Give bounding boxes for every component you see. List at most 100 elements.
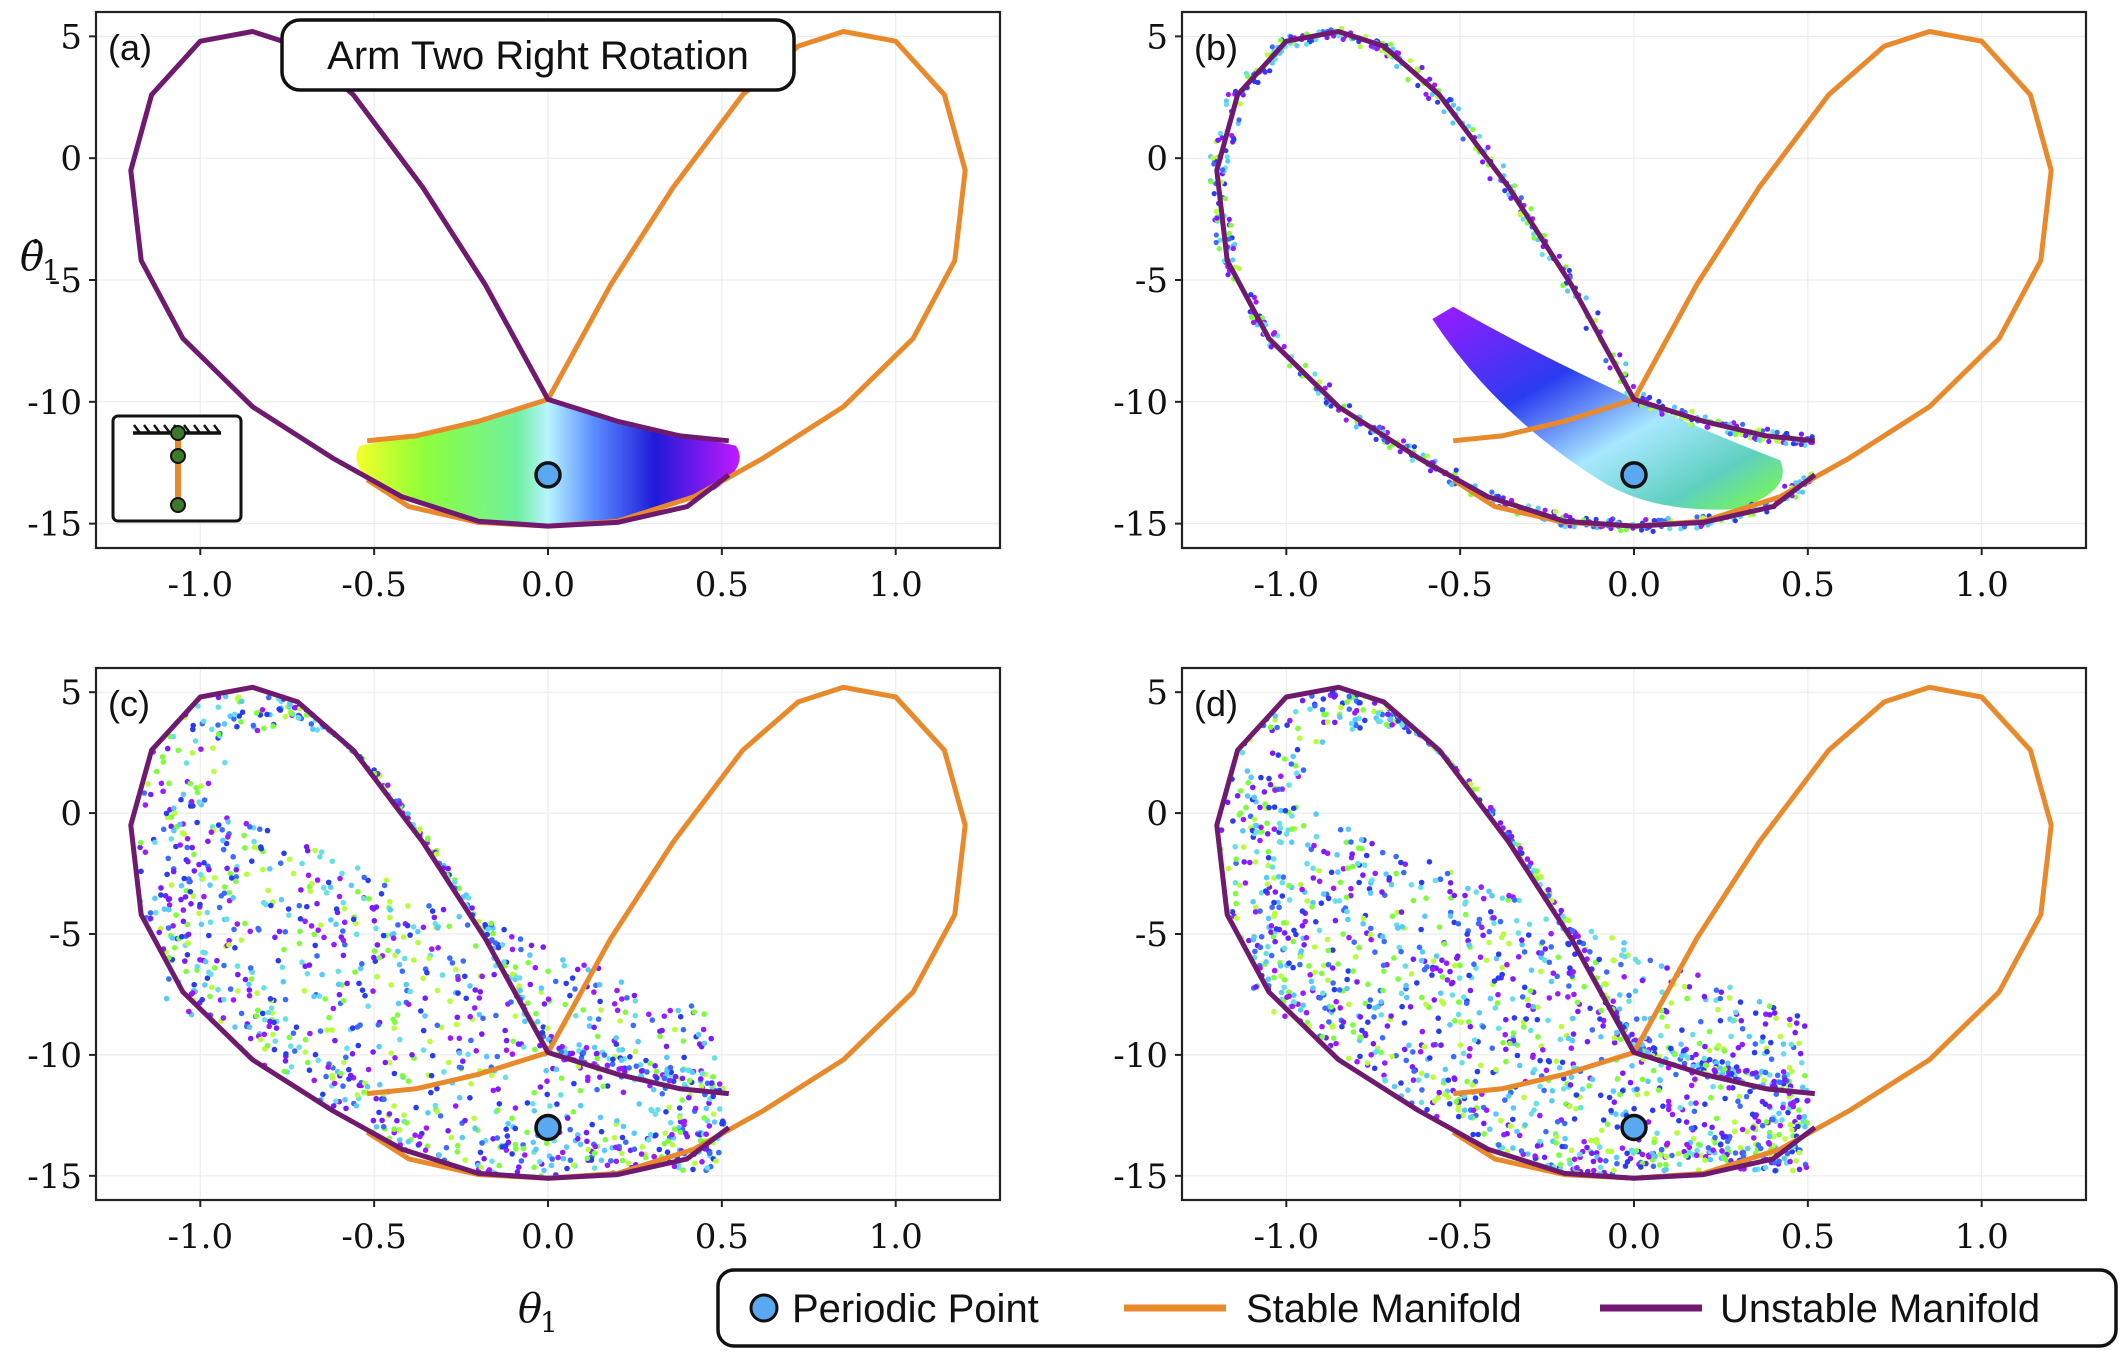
cloud-point <box>1368 1052 1374 1058</box>
cloud-point <box>1800 489 1806 495</box>
cloud-point <box>1312 703 1318 709</box>
cloud-point <box>1338 704 1344 710</box>
cloud-point <box>1690 1135 1697 1142</box>
cloud-point <box>183 760 190 766</box>
cloud-point <box>623 1139 629 1145</box>
cloud-point <box>272 934 278 941</box>
cloud-point <box>184 921 191 928</box>
y-tick-label: -5 <box>1135 261 1168 301</box>
cloud-point <box>221 996 227 1003</box>
cloud-point <box>638 1151 645 1157</box>
cloud-point <box>290 870 297 877</box>
cloud-point <box>1457 1042 1464 1048</box>
cloud-point <box>502 1143 509 1149</box>
cloud-point <box>1339 1023 1345 1030</box>
cloud-point <box>1655 1087 1662 1093</box>
cloud-point <box>1548 978 1555 985</box>
cloud-point <box>1430 1042 1437 1048</box>
cloud-point <box>1445 1077 1452 1083</box>
cloud-point <box>1478 884 1484 890</box>
cloud-point <box>654 1075 660 1081</box>
cloud-point <box>481 1155 487 1162</box>
cloud-point <box>1568 1074 1575 1080</box>
cloud-point <box>1487 1126 1493 1132</box>
cloud-point <box>286 912 292 918</box>
cloud-point <box>462 973 468 980</box>
cloud-point <box>1447 968 1453 975</box>
cloud-point <box>331 941 337 948</box>
cloud-point <box>1587 949 1593 955</box>
cloud-point <box>1240 816 1247 823</box>
cloud-point <box>1644 1049 1650 1055</box>
x-tick-label: -1.0 <box>1254 1217 1320 1257</box>
cloud-point <box>604 1083 611 1089</box>
cloud-point <box>1381 1072 1387 1079</box>
cloud-point <box>1380 962 1387 969</box>
cloud-point <box>1467 987 1474 994</box>
cloud-point <box>1418 957 1425 964</box>
cloud-point <box>1424 453 1430 459</box>
cloud-point <box>1447 1022 1453 1028</box>
cloud-point <box>327 884 334 890</box>
cloud-point <box>1479 924 1485 931</box>
cloud-point <box>1518 1148 1525 1154</box>
cloud-point <box>1229 132 1235 139</box>
cloud-point <box>257 826 263 832</box>
cloud-point <box>283 1051 289 1057</box>
cloud-point <box>1466 972 1472 979</box>
cloud-point <box>1289 826 1295 832</box>
cloud-point <box>207 993 213 1000</box>
cloud-point <box>1688 1100 1694 1107</box>
cloud-point <box>1378 1049 1384 1056</box>
cloud-point <box>1403 982 1409 989</box>
cloud-point <box>1503 1016 1509 1023</box>
cloud-point <box>591 1044 598 1051</box>
cloud-point <box>250 722 257 729</box>
cloud-point <box>1622 953 1628 960</box>
cloud-point <box>1388 881 1395 888</box>
cloud-point <box>359 987 366 993</box>
cloud-point <box>1307 972 1313 978</box>
cloud-point <box>1305 842 1311 848</box>
cloud-point <box>1557 1161 1564 1168</box>
cloud-point <box>521 1044 527 1050</box>
cloud-point <box>1357 1034 1363 1040</box>
cloud-point <box>454 1149 461 1155</box>
cloud-point <box>1311 944 1318 950</box>
cloud-point <box>1573 1105 1579 1112</box>
cloud-point <box>503 1037 510 1044</box>
cloud-point <box>446 923 453 930</box>
cloud-point <box>1509 996 1516 1002</box>
cloud-point <box>1533 1100 1540 1107</box>
cloud-point <box>544 1091 550 1098</box>
cloud-point <box>679 1097 685 1103</box>
cloud-point <box>1713 987 1720 993</box>
cloud-point <box>548 1162 555 1169</box>
cloud-point <box>1335 961 1341 967</box>
cloud-point <box>1462 901 1468 907</box>
cloud-point <box>680 1038 687 1044</box>
cloud-point <box>447 998 453 1004</box>
cloud-point <box>1791 1099 1797 1105</box>
cloud-point <box>564 1115 571 1121</box>
cloud-point <box>1441 1077 1447 1084</box>
cloud-point <box>387 914 393 921</box>
cloud-point <box>186 878 192 885</box>
cloud-point <box>465 895 472 901</box>
cloud-point <box>503 1126 510 1132</box>
cloud-point <box>1211 191 1217 197</box>
cloud-point <box>1208 179 1214 185</box>
cloud-point <box>1444 977 1451 983</box>
cloud-point <box>465 1051 471 1058</box>
cloud-point <box>1439 974 1446 980</box>
cloud-point <box>528 942 535 949</box>
cloud-point <box>1695 972 1701 978</box>
cloud-point <box>585 1146 591 1153</box>
cloud-point <box>234 723 240 730</box>
cloud-point <box>258 844 264 850</box>
cloud-point <box>679 1075 686 1082</box>
cloud-point <box>1408 971 1415 977</box>
cloud-point <box>1587 1005 1593 1012</box>
cloud-point <box>246 992 253 999</box>
cloud-point <box>400 934 407 940</box>
